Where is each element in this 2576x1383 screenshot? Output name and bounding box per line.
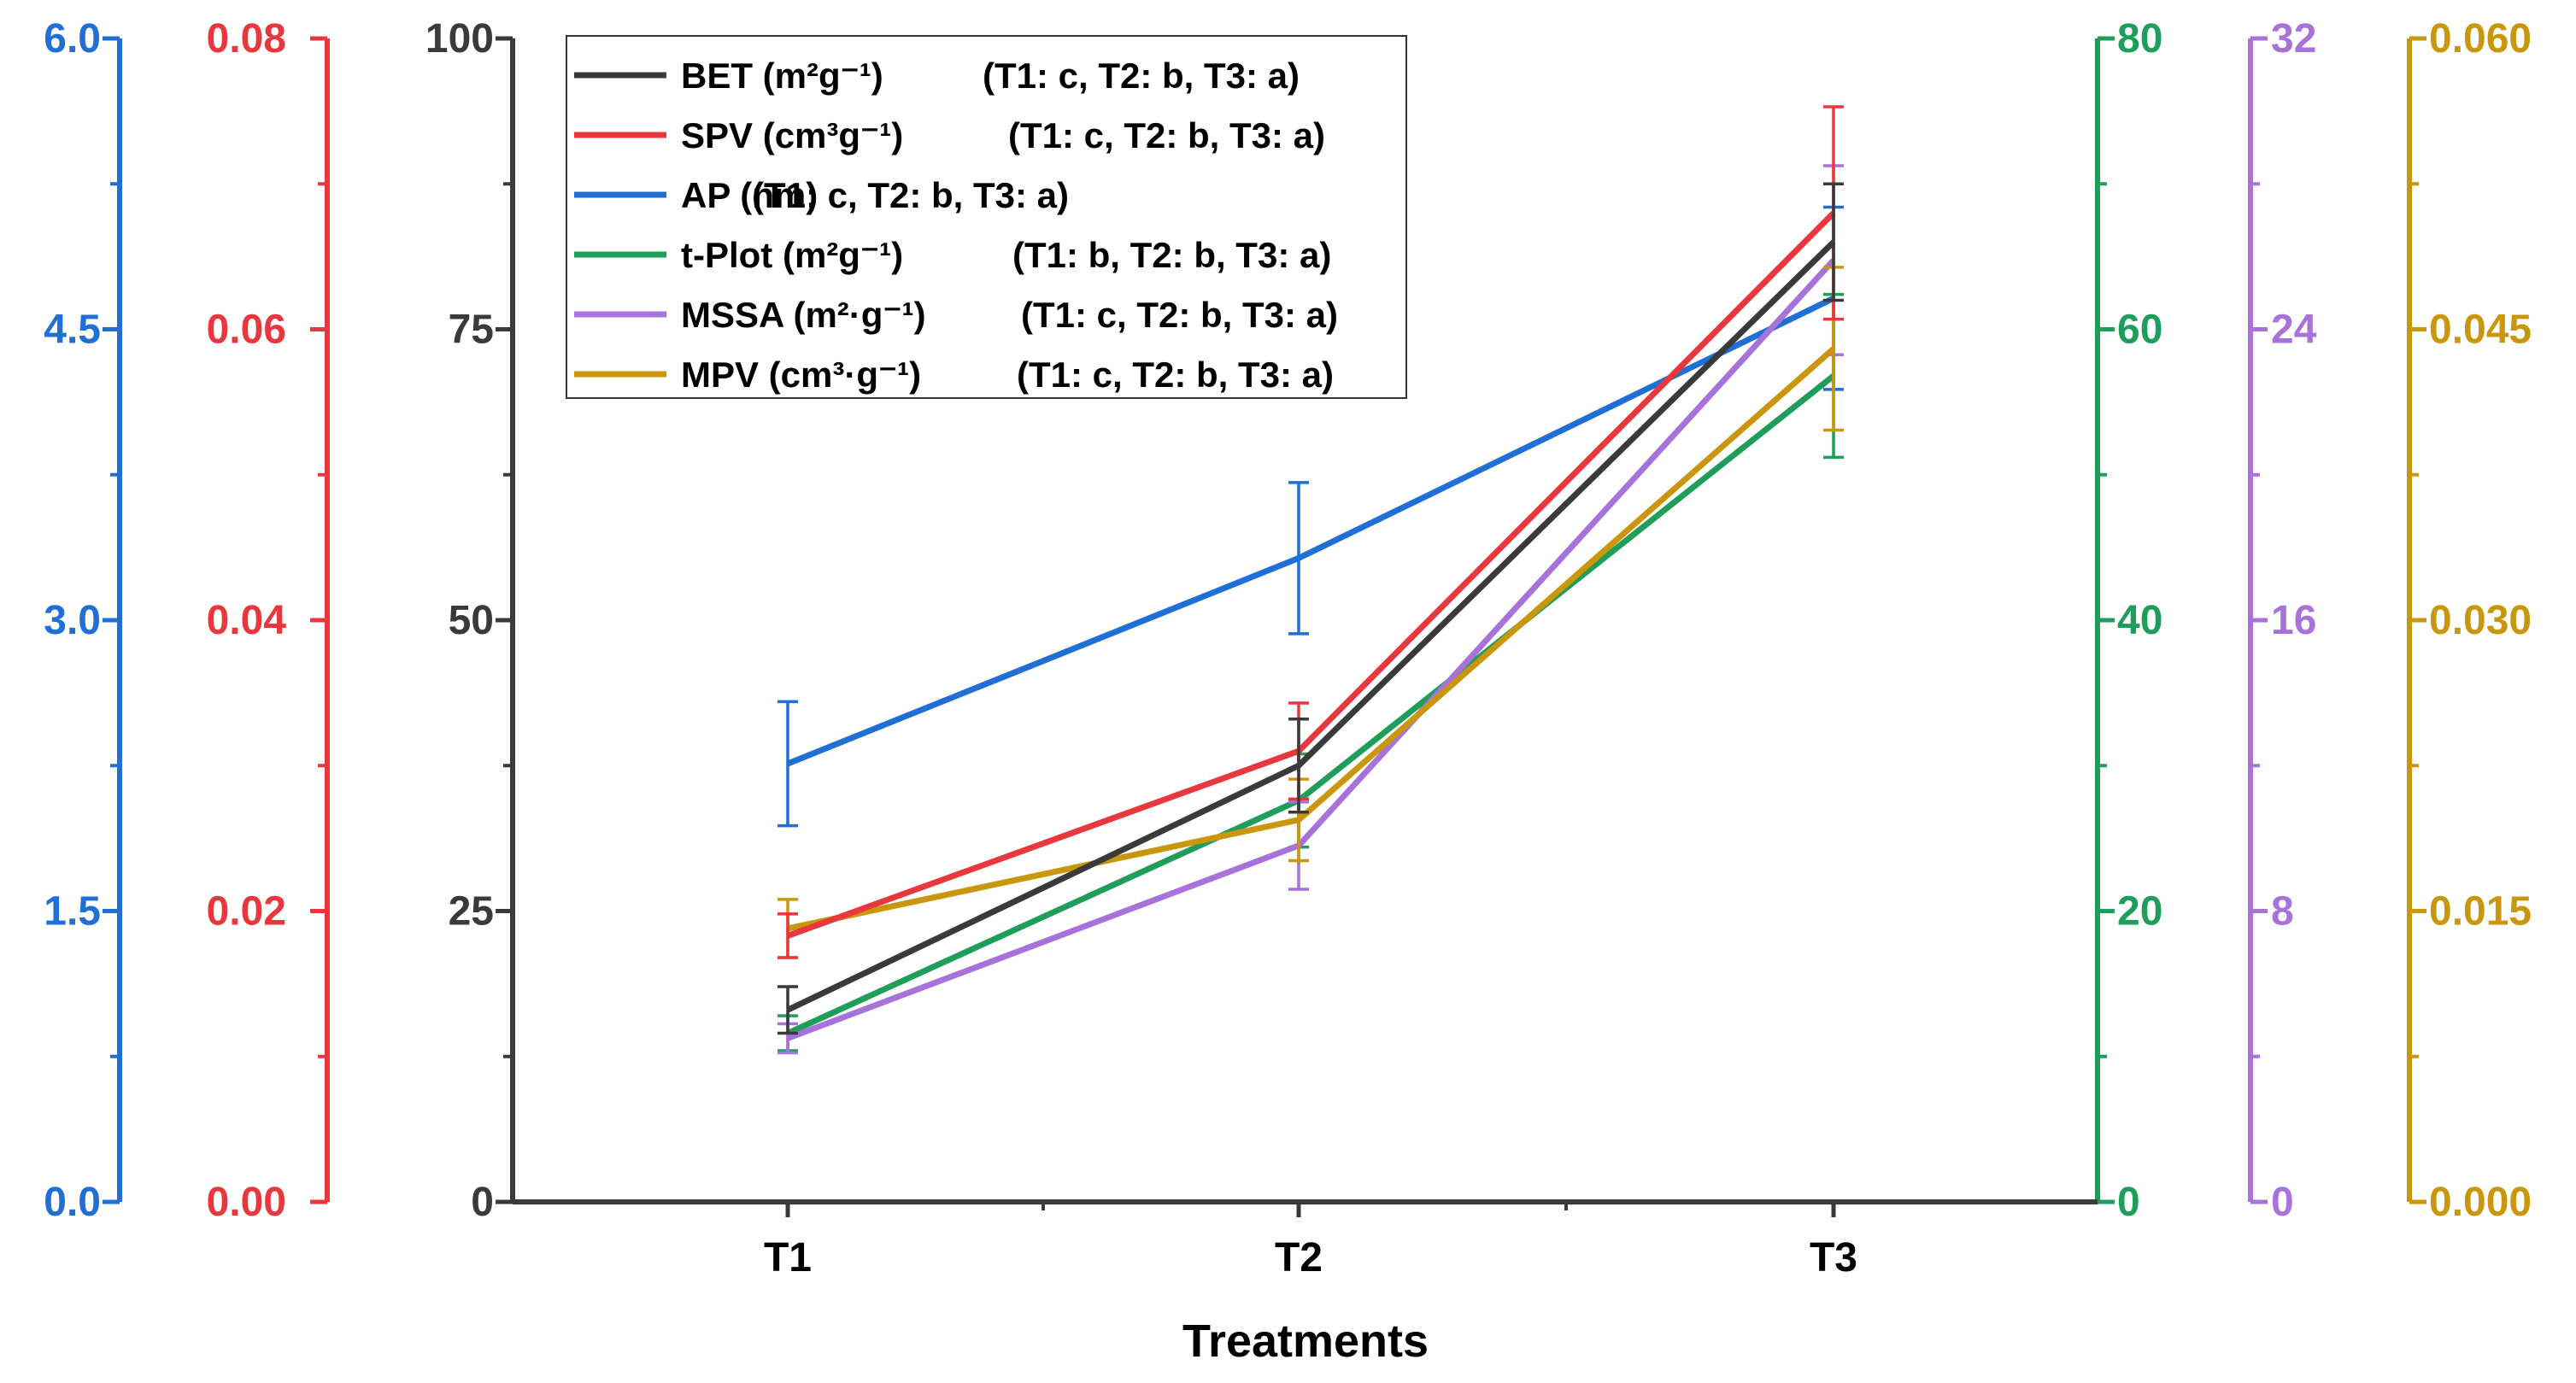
- y-tick-label-mpv: 0.000: [2429, 1180, 2532, 1225]
- legend-label: AP (nm): [681, 175, 818, 215]
- x-tick-label: T3: [1810, 1235, 1857, 1280]
- legend-significance: (T1: c, T2: b, T3: a): [1008, 115, 1325, 155]
- y-tick-label-ap: 6.0: [44, 16, 101, 62]
- legend-significance: (T1: c, T2: b, T3: a): [983, 56, 1300, 96]
- x-axis-title: Treatments: [1182, 1316, 1429, 1367]
- legend-significance: (T1: c, T2: b, T3: a): [1021, 295, 1338, 335]
- y-tick-label-spv: 0.08: [207, 16, 286, 62]
- y-tick-label-tplot: 60: [2117, 308, 2162, 353]
- legend-item-bet: BET (m²g⁻¹) (T1: c, T2: b, T3: a): [574, 56, 1300, 96]
- y-tick-label-tplot: 20: [2117, 889, 2162, 935]
- y-tick-label-mpv: 0.045: [2429, 308, 2532, 353]
- legend-label: SPV (cm³g⁻¹): [681, 115, 903, 155]
- legend-item-spv: SPV (cm³g⁻¹) (T1: c, T2: b, T3: a): [574, 115, 1325, 155]
- error-bar-bet: [1823, 182, 1844, 302]
- y-tick-label-spv: 0.00: [207, 1180, 286, 1225]
- y-tick-label-spv: 0.04: [207, 598, 287, 643]
- y-tick-label-ap: 0.0: [44, 1180, 101, 1225]
- legend: BET (m²g⁻¹) (T1: c, T2: b, T3: a)SPV (cm³…: [566, 35, 1407, 399]
- legend-box: [566, 35, 1407, 399]
- y-tick-label-bet: 100: [425, 16, 494, 62]
- y-tick-label-bet: 25: [449, 889, 494, 935]
- legend-item-tplot: t-Plot (m²g⁻¹) (T1: b, T2: b, T3: a): [574, 235, 1331, 275]
- legend-item-mssa: MSSA (m²·g⁻¹) (T1: c, T2: b, T3: a): [574, 295, 1338, 335]
- y-tick-label-mssa: 32: [2271, 16, 2316, 62]
- x-tick-label: T1: [764, 1235, 812, 1280]
- y-tick-label-ap: 3.0: [44, 598, 101, 643]
- legend-label: MSSA (m²·g⁻¹): [681, 295, 926, 335]
- error-bar-ap: [1288, 481, 1309, 636]
- y-tick-label-mpv: 0.015: [2429, 889, 2532, 935]
- y-tick-label-mssa: 16: [2271, 598, 2316, 643]
- y-tick-label-mpv: 0.060: [2429, 16, 2532, 62]
- legend-label: MPV (cm³·g⁻¹): [681, 355, 921, 395]
- error-bar-ap: [777, 700, 798, 828]
- legend-significance: (T1: c, T2: b, T3: a): [752, 175, 1069, 215]
- legend-item-mpv: MPV (cm³·g⁻¹) (T1: c, T2: b, T3: a): [574, 355, 1334, 395]
- error-bar-spv: [777, 912, 798, 959]
- legend-significance: (T1: c, T2: b, T3: a): [1017, 355, 1334, 395]
- y-tick-label-spv: 0.06: [207, 308, 286, 353]
- error-bar-bet: [777, 985, 798, 1035]
- y-tick-label-mssa: 0: [2271, 1180, 2294, 1225]
- y-tick-label-bet: 50: [449, 598, 494, 643]
- legend-item-ap: AP (nm)(T1: c, T2: b, T3: a): [574, 175, 1069, 215]
- y-tick-label-bet: 0: [471, 1180, 494, 1225]
- y-tick-label-spv: 0.02: [207, 889, 286, 935]
- y-tick-label-mssa: 24: [2271, 308, 2317, 353]
- y-tick-label-ap: 1.5: [44, 889, 101, 935]
- y-tick-label-tplot: 0: [2117, 1180, 2140, 1225]
- legend-label: t-Plot (m²g⁻¹): [681, 235, 903, 275]
- series-bet: [777, 182, 1844, 1035]
- y-tick-label-ap: 4.5: [44, 308, 101, 353]
- series-layer: [777, 105, 1844, 1055]
- y-tick-label-tplot: 40: [2117, 598, 2162, 643]
- x-tick-label: T2: [1275, 1235, 1323, 1280]
- legend-significance: (T1: b, T2: b, T3: a): [1012, 235, 1331, 275]
- y-tick-label-tplot: 80: [2117, 16, 2162, 62]
- legend-label: BET (m²g⁻¹): [681, 56, 883, 96]
- y-tick-label-bet: 75: [449, 308, 494, 353]
- y-tick-label-mpv: 0.030: [2429, 598, 2532, 643]
- y-tick-label-mssa: 8: [2271, 889, 2294, 935]
- error-bar-bet: [1288, 718, 1309, 814]
- axes-layer: 0 25 50 75 100 0.00 0.02 0.04 0.06 0.08 0.0 1.5 3.0 4…: [44, 16, 2532, 1280]
